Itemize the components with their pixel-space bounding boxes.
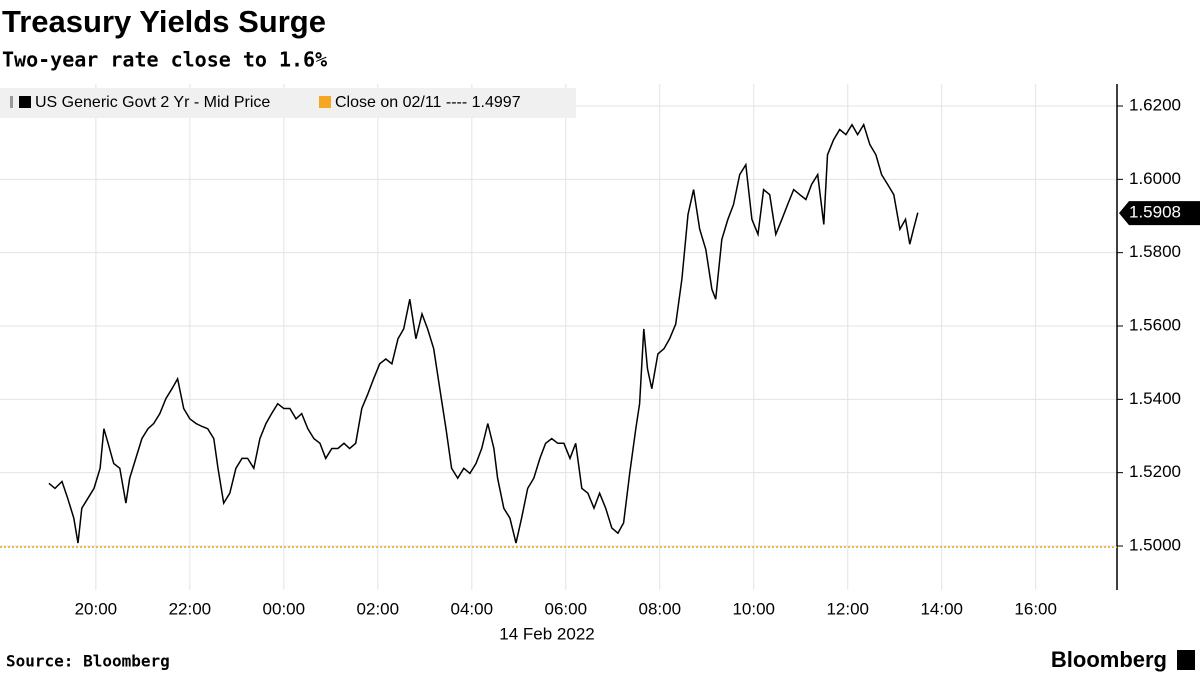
y-tick-label: 1.5400 (1129, 389, 1181, 408)
brand-icon (1177, 650, 1195, 670)
brand: Bloomberg (1051, 647, 1167, 672)
y-tick-label: 1.5800 (1129, 242, 1181, 261)
x-tick-label: 20:00 (75, 599, 118, 618)
x-tick-label: 08:00 (638, 599, 681, 618)
legend-handle (10, 96, 13, 108)
price-line (48, 122, 919, 544)
y-tick-label: 1.6200 (1129, 95, 1181, 114)
chart-title: Treasury Yields Surge (2, 4, 326, 39)
last-value-tag (1119, 201, 1200, 226)
x-tick-label: 06:00 (545, 599, 588, 618)
legend-swatch (319, 96, 331, 108)
x-axis-label: 14 Feb 2022 (499, 624, 594, 643)
y-tick-label: 1.5000 (1129, 535, 1181, 554)
y-tick-label: 1.5600 (1129, 315, 1181, 334)
y-tick-label: 1.5200 (1129, 462, 1181, 481)
legend-label: US Generic Govt 2 Yr - Mid Price (35, 94, 270, 111)
x-tick-label: 10:00 (732, 599, 775, 618)
legend-swatch (19, 96, 31, 108)
x-tick-label: 16:00 (1014, 599, 1057, 618)
grid (0, 84, 1117, 590)
chart-subtitle: Two-year rate close to 1.6% (2, 48, 327, 72)
legend-label: Close on 02/11 ---- 1.4997 (335, 94, 521, 111)
x-tick-label: 12:00 (826, 599, 869, 618)
legend-background (0, 88, 576, 118)
last-value-label: 1.5908 (1129, 203, 1181, 222)
x-tick-label: 14:00 (920, 599, 963, 618)
x-tick-label: 22:00 (169, 599, 212, 618)
x-tick-label: 02:00 (357, 599, 400, 618)
y-tick-label: 1.6000 (1129, 169, 1181, 188)
x-tick-label: 04:00 (451, 599, 494, 618)
x-tick-label: 00:00 (263, 599, 306, 618)
source: Source: Bloomberg (6, 652, 170, 671)
